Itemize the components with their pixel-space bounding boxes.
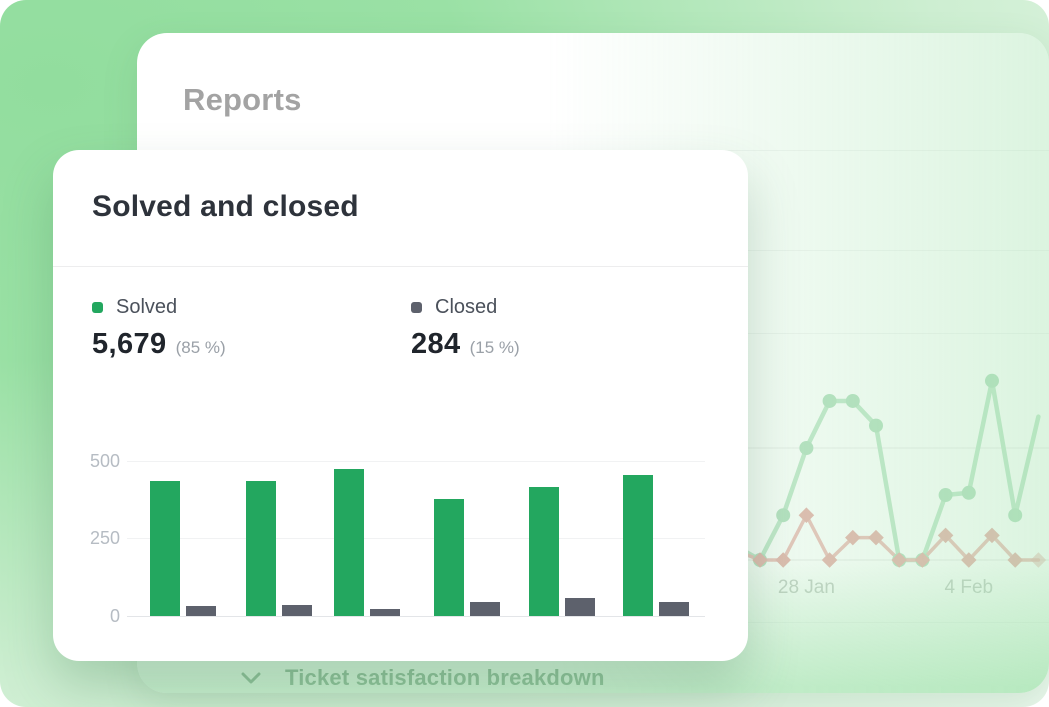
- bar-solved: [623, 475, 653, 616]
- x-axis-label: 4 Feb: [945, 577, 994, 598]
- closed-percent: (15 %): [469, 338, 520, 357]
- bar-closed: [282, 605, 312, 616]
- bar-group: [623, 456, 689, 616]
- bar-group: [434, 456, 500, 616]
- solved-count: 5,679: [92, 328, 167, 360]
- legend-label: Closed: [435, 296, 498, 318]
- bar-group: [246, 456, 312, 616]
- x-axis-line: [127, 616, 705, 617]
- bar-solved: [434, 499, 464, 616]
- solved-swatch-icon: [92, 302, 103, 313]
- chevron-down-icon: [241, 672, 261, 683]
- solved-closed-card: Solved and closed Solved 5,679 (85 %) Cl…: [53, 150, 748, 661]
- bar-group: [529, 456, 595, 616]
- bar-solved: [529, 487, 559, 616]
- bar-solved: [246, 481, 276, 616]
- card-divider: [53, 266, 748, 267]
- bar-closed: [370, 609, 400, 616]
- bar-group: [150, 456, 216, 616]
- y-axis-tick: 500: [89, 451, 120, 471]
- bar-closed: [470, 602, 500, 616]
- card-title: Solved and closed: [92, 190, 359, 223]
- bar-solved: [334, 469, 364, 616]
- legend-item-solved: Solved 5,679 (85 %): [92, 296, 226, 361]
- gridline-500: [127, 461, 705, 462]
- x-axis-label: 28 Jan: [778, 577, 835, 598]
- y-axis-tick: 0: [109, 606, 120, 626]
- bar-closed: [186, 606, 216, 616]
- gridline-250: [127, 538, 705, 539]
- legend-label: Solved: [116, 296, 178, 318]
- ticket-satisfaction-section-header[interactable]: Ticket satisfaction breakdown: [241, 665, 605, 691]
- solved-closed-bar-chart: 500 250 0: [53, 446, 748, 661]
- bar-closed: [565, 598, 595, 616]
- bar-group: [334, 456, 400, 616]
- y-axis-tick: 250: [89, 528, 120, 548]
- closed-count: 284: [411, 328, 461, 360]
- solved-percent: (85 %): [175, 338, 226, 357]
- bar-solved: [150, 481, 180, 616]
- legend-item-closed: Closed 284 (15 %): [411, 296, 520, 361]
- closed-swatch-icon: [411, 302, 422, 313]
- bar-closed: [659, 602, 689, 616]
- section-title: Ticket satisfaction breakdown: [285, 665, 605, 690]
